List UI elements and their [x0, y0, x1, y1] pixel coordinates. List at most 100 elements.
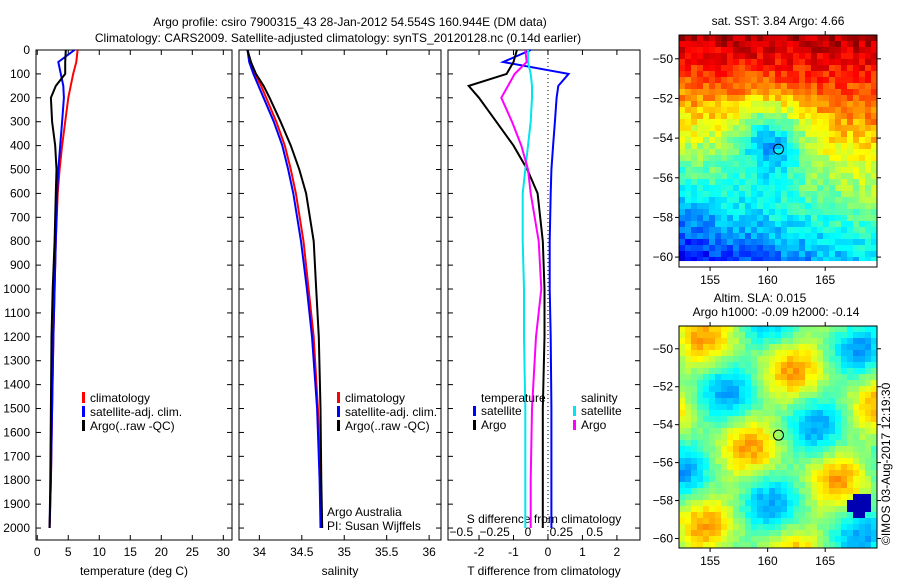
y-tick-label: −54 [653, 131, 674, 145]
map-cell [811, 398, 817, 404]
map-cell [799, 101, 805, 107]
map-cell [817, 434, 823, 440]
map-cell [805, 59, 811, 65]
map-cell [871, 143, 877, 149]
map-cell [703, 125, 709, 131]
map-cell [865, 368, 871, 374]
map-cell [799, 215, 805, 221]
map-cell [739, 518, 745, 524]
map-cell [781, 143, 787, 149]
map-cell [805, 464, 811, 470]
x-tick-label: 160 [758, 273, 778, 287]
map-cell [727, 47, 733, 53]
map-cell [721, 239, 727, 245]
map-cell [865, 257, 871, 262]
map-cell [745, 404, 751, 410]
map-cell [685, 221, 691, 227]
map-cell [757, 239, 763, 245]
map-cell [715, 518, 721, 524]
series-line-satellite-adj--clim- [246, 49, 322, 529]
map-cell [835, 458, 841, 464]
map-title-line-1: Altim. SLA: 0.015 [714, 291, 807, 305]
map-cell [679, 143, 685, 149]
map-cell [847, 65, 853, 71]
map-cell [757, 197, 763, 203]
map-cell [721, 119, 727, 125]
map-cell [829, 458, 835, 464]
map-cell [865, 350, 871, 356]
map-cell [679, 518, 685, 524]
map-cell [799, 380, 805, 386]
map-cell [805, 380, 811, 386]
map-cell [697, 149, 703, 155]
map-cell [853, 35, 859, 41]
map-cell [781, 227, 787, 233]
map-cell [757, 386, 763, 392]
map-cell [727, 41, 733, 47]
map-cell [865, 215, 871, 221]
map-cell [739, 434, 745, 440]
map-cell [817, 536, 823, 542]
map-cell [745, 185, 751, 191]
map-cell [775, 143, 781, 149]
map-cell [697, 47, 703, 53]
map-cell [763, 410, 769, 416]
map-cell [727, 536, 733, 542]
map-cell [775, 209, 781, 215]
map-cell [799, 173, 805, 179]
map-cell [829, 488, 835, 494]
map-cell [703, 89, 709, 95]
map-cell [709, 197, 715, 203]
map-cell [703, 440, 709, 446]
map-cell [775, 101, 781, 107]
map-cell [757, 338, 763, 344]
map-cell [739, 251, 745, 257]
map-cell [691, 95, 697, 101]
map-cell [733, 524, 739, 530]
map-cell [697, 89, 703, 95]
map-cell [709, 494, 715, 500]
map-cell [871, 494, 877, 500]
map-cell [775, 530, 781, 536]
map-cell [703, 506, 709, 512]
map-cell [715, 464, 721, 470]
map-cell [799, 131, 805, 137]
map-cell [811, 440, 817, 446]
map-cell [835, 434, 841, 440]
map-cell [781, 470, 787, 476]
map-cell [811, 506, 817, 512]
map-cell [775, 446, 781, 452]
map-cell [721, 392, 727, 398]
map-cell [751, 464, 757, 470]
map-cell [721, 227, 727, 233]
map-cell [697, 245, 703, 251]
map-cell [727, 428, 733, 434]
x-tick-label: 35.5 [375, 545, 399, 559]
map-cell [757, 452, 763, 458]
map-cell [775, 113, 781, 119]
map-cell [871, 41, 877, 47]
map-cell [829, 77, 835, 83]
map-cell [865, 125, 871, 131]
map-cell [745, 392, 751, 398]
map-cell [757, 131, 763, 137]
map-cell [787, 446, 793, 452]
map-cell [787, 458, 793, 464]
map-cell [727, 125, 733, 131]
map-cell [745, 386, 751, 392]
map-cell [763, 422, 769, 428]
map-cell [703, 149, 709, 155]
map-cell [865, 326, 871, 332]
map-cell [847, 221, 853, 227]
map-cell [871, 125, 877, 131]
map-cell [817, 344, 823, 350]
map-cell [853, 227, 859, 233]
map-cell [811, 530, 817, 536]
map-cell [691, 512, 697, 518]
map-cell [841, 179, 847, 185]
map-cell [793, 536, 799, 542]
map-cell [751, 209, 757, 215]
map-cell [853, 356, 859, 362]
map-cell [697, 494, 703, 500]
map-cell [691, 101, 697, 107]
